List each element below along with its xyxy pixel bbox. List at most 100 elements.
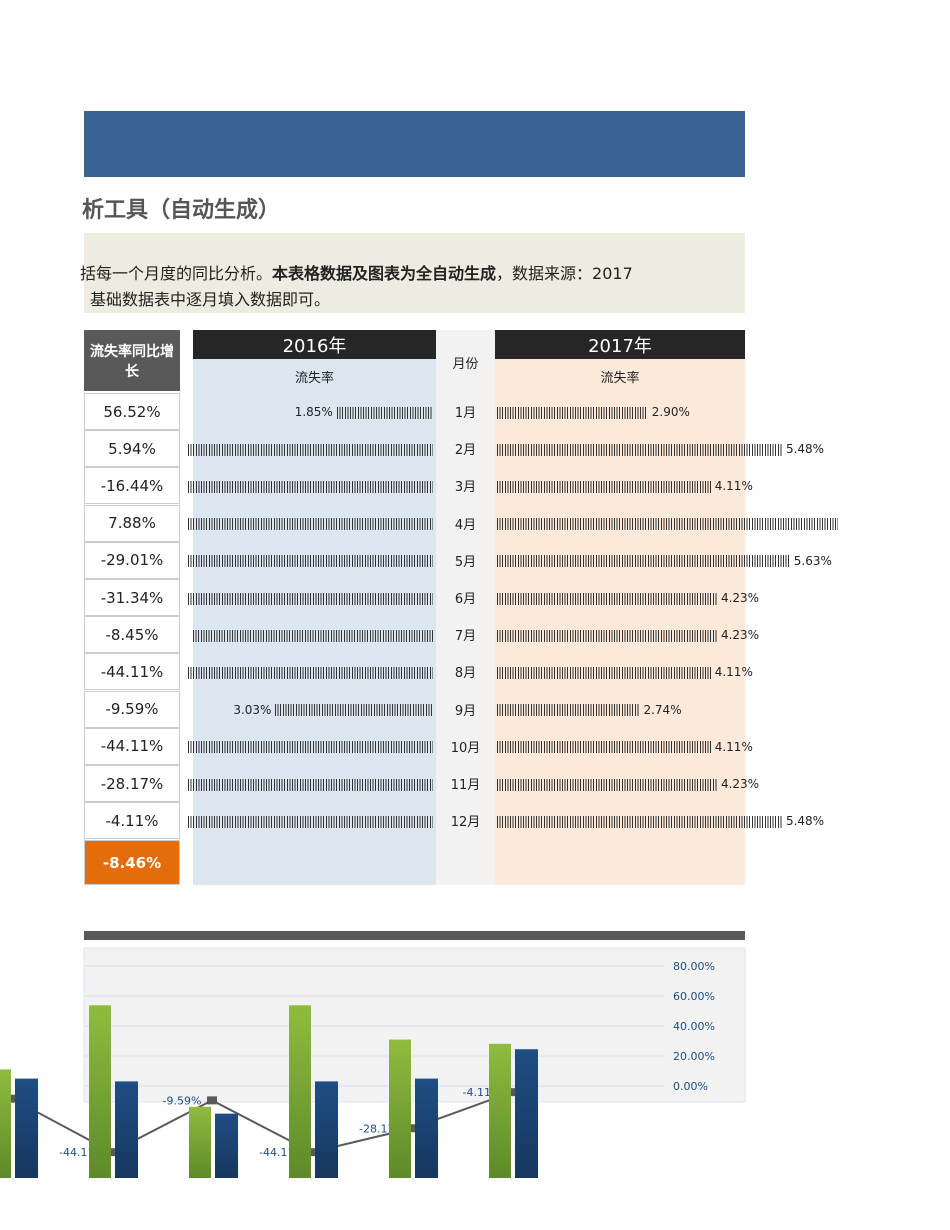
yoy-cell: -9.59% <box>84 690 180 728</box>
data-bar <box>188 666 433 679</box>
data-bar <box>497 518 839 531</box>
month: 10月 <box>450 740 481 756</box>
month: 6月 <box>454 592 477 607</box>
month: 1月 <box>454 406 477 421</box>
separator <box>84 931 745 940</box>
yoy-cell: 7.88% <box>84 504 180 542</box>
chart: 80.00%60.00%40.00%20.00%0.00%56.52%5.94%… <box>0 947 746 1178</box>
bar-2017 <box>415 1078 438 1178</box>
col-month <box>436 330 495 885</box>
yoy-marker <box>7 1094 17 1103</box>
data-bar <box>497 592 717 605</box>
bar-cell <box>188 579 433 616</box>
month: 9月 <box>454 703 477 719</box>
title: 析工具（自动生成） <box>82 198 281 223</box>
text: ，数据来源：2017 <box>496 264 633 283</box>
month: 5月 <box>454 554 477 570</box>
bar-2016 <box>0 1069 11 1178</box>
yoy-cell: -44.11% <box>84 727 180 765</box>
bar-2017 <box>15 1078 38 1178</box>
yoy-cell: -29.01% <box>84 541 180 579</box>
data-label: 2.90% <box>651 405 690 419</box>
data-label: 4.23% <box>720 628 760 643</box>
bar-cell: 4.23% <box>497 616 763 653</box>
sub-header: 流失率 <box>294 370 334 386</box>
month: 8月 <box>454 666 477 682</box>
month: 2月 <box>454 443 477 459</box>
text: 括每一个月度的同比分析。 <box>80 264 273 283</box>
bar-cell: 4.11% <box>497 728 757 765</box>
bar-2016 <box>89 1005 111 1178</box>
y2-tick-label: 0.00% <box>673 1080 708 1093</box>
description-line: 基础数据表中逐月填入数据即可。 <box>90 290 331 309</box>
data-bar <box>188 555 433 568</box>
yoy-cell: -16.44% <box>84 467 180 505</box>
bar-2017 <box>515 1049 538 1178</box>
bar-cell: 1.85% <box>188 393 433 430</box>
bar-2017 <box>215 1113 238 1178</box>
yoy-total: -8.46% <box>84 840 180 885</box>
month: 3月 <box>454 480 477 496</box>
bar-2016 <box>289 1005 311 1178</box>
bar-cell: 2.74% <box>497 691 686 728</box>
bar-cell <box>497 505 839 542</box>
data-bar <box>275 704 433 717</box>
data-bar <box>497 778 717 791</box>
month: 7月 <box>454 629 477 645</box>
text: 本表格数据及图表为全自动生成 <box>272 264 497 283</box>
y2-tick-label: 80.00% <box>673 960 715 973</box>
bar-cell <box>188 616 433 653</box>
year-header: 2016年 <box>193 330 436 359</box>
yoy-cell: -8.45% <box>84 616 180 654</box>
bar-cell <box>188 653 433 690</box>
data-bar <box>497 406 648 419</box>
month: 11月 <box>450 778 481 793</box>
data-label: 4.23% <box>720 591 760 605</box>
bar-cell: 3.03% <box>188 691 433 728</box>
yoy-cell: -31.34% <box>84 579 180 616</box>
bar-cell: 4.11% <box>497 653 757 690</box>
bar-cell <box>188 802 433 839</box>
bar-cell <box>188 505 433 542</box>
data-label: 1.85% <box>294 405 333 419</box>
data-bar <box>497 741 711 754</box>
y2-tick-label: 20.00% <box>673 1050 715 1063</box>
bar-2017 <box>115 1081 138 1178</box>
yoy-marker <box>507 1088 517 1097</box>
bar-2016 <box>189 1106 211 1178</box>
yoy-marker <box>407 1124 417 1133</box>
bar-cell: 4.23% <box>497 579 763 616</box>
banner <box>84 111 745 177</box>
description-box <box>84 233 745 313</box>
bar-2017 <box>315 1081 338 1178</box>
month: 12月 <box>450 815 481 831</box>
data-label: 4.11% <box>714 479 753 494</box>
bar-cell <box>188 728 433 765</box>
data-bar <box>336 406 433 419</box>
bar-2016 <box>389 1039 411 1178</box>
bar-cell <box>188 542 433 579</box>
yoy-header: 流失率同比增长 <box>84 330 180 391</box>
y2-tick-label: 40.00% <box>673 1020 715 1033</box>
yoy-cell: 56.52% <box>84 393 180 430</box>
data-bar <box>497 629 717 642</box>
bar-cell: 4.11% <box>497 467 757 504</box>
data-bar <box>188 480 433 493</box>
data-bar <box>497 815 782 828</box>
data-bar <box>497 704 640 717</box>
data-bar <box>188 518 433 531</box>
yoy-cell: -44.11% <box>84 653 180 691</box>
data-bar <box>497 555 790 568</box>
data-label: -9.59% <box>163 1094 202 1107</box>
data-label: 5.48% <box>785 814 825 829</box>
data-label: 4.11% <box>714 665 753 680</box>
data-bar <box>497 666 711 679</box>
data-label: 3.03% <box>233 702 272 717</box>
data-bar <box>188 443 433 456</box>
month: 4月 <box>454 517 477 533</box>
yoy-cell: -28.17% <box>84 765 180 802</box>
data-label: 5.48% <box>785 442 825 457</box>
data-bar <box>188 778 433 791</box>
bar-cell: 4.23% <box>497 765 763 802</box>
month-header: 月份 <box>452 356 479 372</box>
